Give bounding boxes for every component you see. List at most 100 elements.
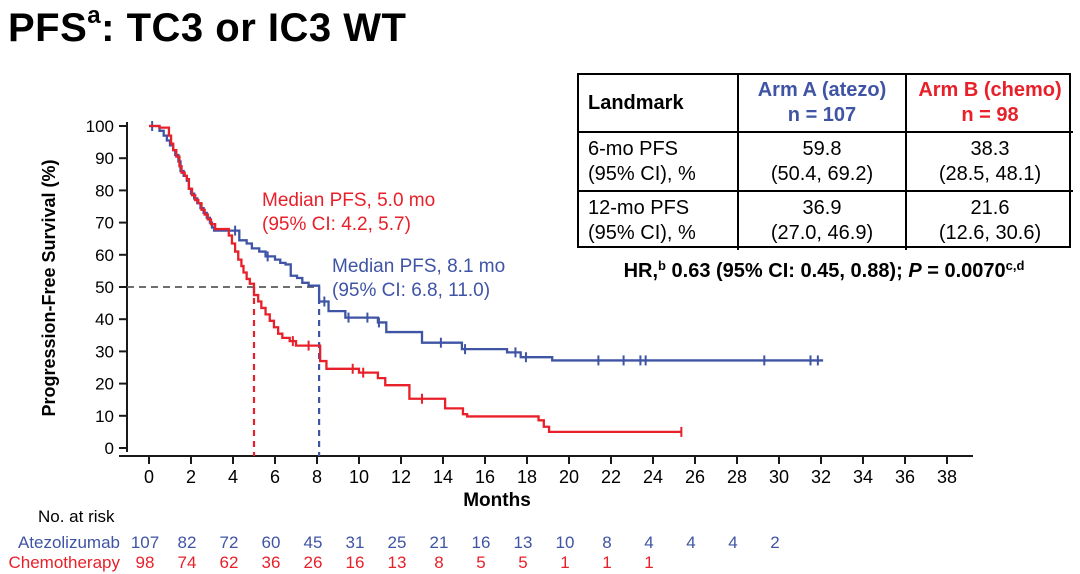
at-risk-count: 16	[346, 553, 365, 572]
at-risk-count: 13	[388, 553, 407, 572]
y-tick-label: 60	[95, 246, 114, 265]
at-risk-count: 107	[131, 533, 159, 552]
at-risk-count: 36	[262, 553, 281, 572]
x-tick-label: 24	[643, 467, 663, 487]
y-tick-label: 70	[95, 214, 114, 233]
x-tick-label: 26	[685, 467, 705, 487]
median-annotation-line1: Median PFS, 8.1 mo	[332, 256, 505, 277]
at-risk-row-label: Chemotherapy	[8, 553, 120, 572]
at-risk-count: 2	[770, 533, 779, 552]
y-tick-label: 20	[95, 375, 114, 394]
at-risk-count: 4	[644, 533, 653, 552]
x-tick-label: 28	[727, 467, 747, 487]
median-reference-lines	[127, 286, 321, 456]
arm-a-n: n = 107	[787, 104, 857, 126]
row-12mo-arm-b-value: 21.6 (12.6, 30.6)	[938, 197, 1042, 244]
arm-b-n: n = 98	[961, 104, 1019, 126]
at-risk-count: 45	[304, 533, 323, 552]
x-tick-label: 38	[937, 467, 957, 487]
title-rest: : TC3 or IC3 WT	[101, 6, 407, 50]
x-tick-label: 34	[853, 467, 873, 487]
x-tick-label: 32	[811, 467, 831, 487]
median-annotation-line1: Median PFS, 5.0 mo	[262, 190, 435, 211]
x-tick-label: 30	[769, 467, 789, 487]
y-tick-label: 80	[95, 181, 114, 200]
at-risk-count: 26	[304, 553, 323, 572]
p-value-symbol: P	[908, 260, 922, 282]
y-tick-label: 10	[95, 407, 114, 426]
at-risk-count: 5	[518, 553, 527, 572]
y-axis-title: Progression-Free Survival (%)	[39, 159, 59, 416]
row-6mo-label: 6-mo PFS (95% CI), %	[579, 133, 739, 192]
x-tick-label: 10	[349, 467, 369, 487]
arm-a-header-cell: Arm A (atezo) n = 107	[739, 75, 907, 133]
at-risk-count: 4	[686, 533, 695, 552]
at-risk-row-label: Atezolizumab	[18, 533, 120, 552]
y-tick-label: 0	[105, 439, 114, 458]
at-risk-count: 13	[514, 533, 533, 552]
x-tick-label: 8	[312, 467, 322, 487]
hazard-ratio-text: HR,b 0.63 (95% CI: 0.45, 0.88); P = 0.00…	[623, 258, 1025, 282]
arm-b-title: Arm B (chemo)	[918, 79, 1062, 101]
at-risk-count: 8	[602, 533, 611, 552]
at-risk-count: 62	[220, 553, 239, 572]
x-tick-label: 14	[433, 467, 453, 487]
at-risk-row-chemotherapy: Chemotherapy 98 74 62 36 26 16 13 8 5 5 1 1 1	[8, 553, 653, 572]
at-risk-row-atezolizumab: Atezolizumab 107 82 72 60 45 31 25 21 16 13 10 8 4 4 4 2	[18, 533, 780, 552]
row-12mo-arm-a-value: 36.9 (27.0, 46.9)	[739, 192, 907, 250]
at-risk-count: 8	[434, 553, 443, 572]
title-main: PFS	[8, 6, 88, 50]
x-tick-label: 22	[601, 467, 621, 487]
at-risk-count: 21	[430, 533, 449, 552]
title-footnote-marker: a	[87, 2, 102, 29]
x-tick-label: 36	[895, 467, 915, 487]
at-risk-count: 16	[472, 533, 491, 552]
at-risk-count: 60	[262, 533, 281, 552]
at-risk-count: 10	[556, 533, 575, 552]
chemo-median-annotation: Median PFS, 5.0 mo (95% CI: 4.2, 5.7)	[262, 190, 435, 235]
median-annotation-line2: (95% CI: 4.2, 5.7)	[262, 214, 411, 235]
at-risk-count: 25	[388, 533, 407, 552]
x-tick-label: 20	[559, 467, 579, 487]
atezo-median-annotation: Median PFS, 8.1 mo (95% CI: 6.8, 11.0)	[332, 256, 505, 301]
x-tick-label: 18	[517, 467, 537, 487]
landmark-header-cell: Landmark	[579, 75, 739, 133]
at-risk-count: 82	[178, 533, 197, 552]
at-risk-count: 98	[136, 553, 155, 572]
row-6mo-arm-a-value: 59.8 (50.4, 69.2)	[739, 133, 907, 192]
at-risk-count: 1	[560, 553, 569, 572]
x-tick-label: 16	[475, 467, 495, 487]
at-risk-count: 1	[644, 553, 653, 572]
x-tick-label: 12	[391, 467, 411, 487]
row-12mo-label: 12-mo PFS (95% CI), %	[579, 192, 739, 250]
km-step-path	[149, 124, 682, 434]
arm-a-title: Arm A (atezo)	[757, 79, 887, 101]
at-risk-count: 72	[220, 533, 239, 552]
page-title: PFSa: TC3 or IC3 WT	[8, 2, 406, 51]
x-tick-label: 2	[186, 467, 196, 487]
at-risk-count: 5	[476, 553, 485, 572]
landmark-table: Landmark Arm A (atezo) n = 107 Arm B (ch…	[577, 73, 1073, 250]
x-axis-title: Months	[463, 490, 531, 511]
y-tick-label: 50	[95, 278, 114, 297]
x-tick-label: 4	[228, 467, 238, 487]
chemotherapy-curve	[149, 124, 683, 437]
x-tick-label: 6	[270, 467, 280, 487]
landmark-header-label: Landmark	[588, 91, 684, 114]
median-annotation-line2: (95% CI: 6.8, 11.0)	[332, 280, 490, 301]
at-risk-count: 4	[728, 533, 737, 552]
arm-b-header-cell: Arm B (chemo) n = 98	[907, 75, 1073, 133]
at-risk-count: 74	[178, 553, 197, 572]
at-risk-count: 31	[346, 533, 365, 552]
at-risk-heading: No. at risk	[38, 507, 115, 526]
y-tick-label: 90	[95, 149, 114, 168]
row-6mo-arm-b-value: 38.3 (28.5, 48.1)	[907, 133, 1073, 192]
x-tick-label: 0	[144, 467, 154, 487]
at-risk-count: 1	[602, 553, 611, 572]
y-tick-label: 30	[95, 342, 114, 361]
y-tick-label: 100	[86, 117, 114, 136]
